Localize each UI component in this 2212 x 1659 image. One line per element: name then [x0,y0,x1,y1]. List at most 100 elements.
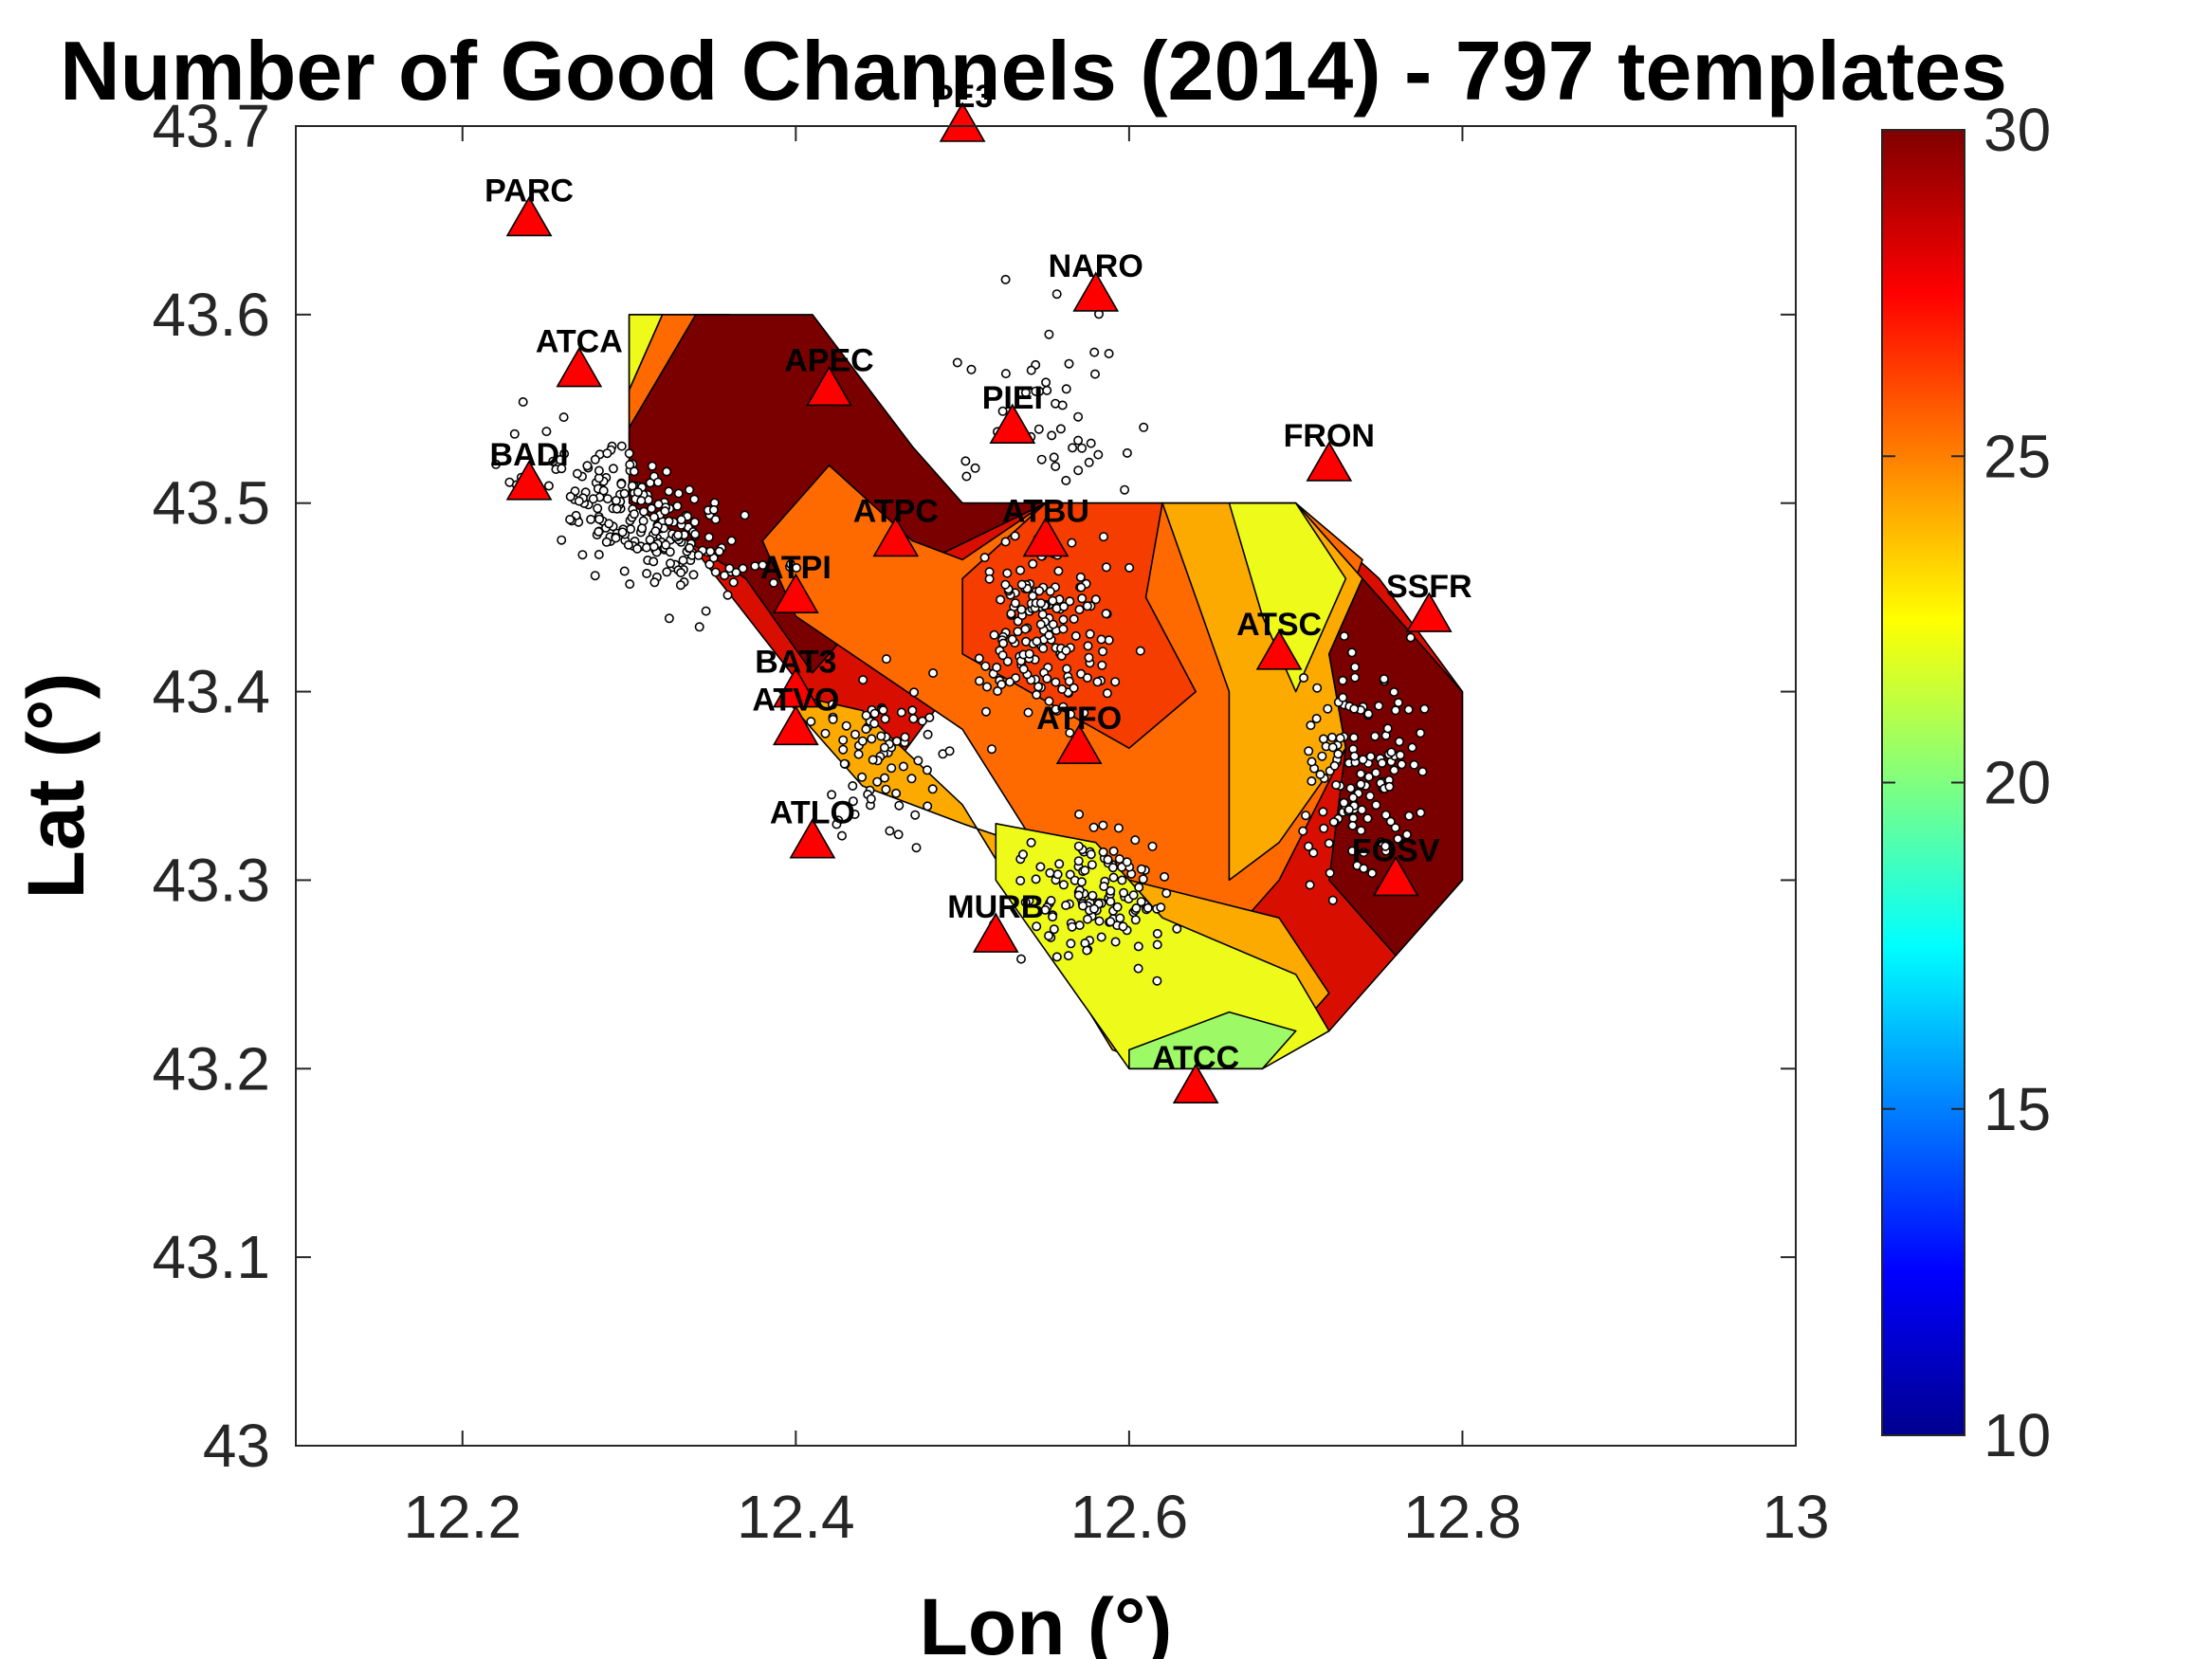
event-marker [1417,766,1428,776]
station-label-atvo: ATVO [752,682,839,718]
event-marker [636,496,647,506]
station-marker-fosv [1372,855,1419,897]
station-marker-atfo [1055,723,1103,765]
event-marker [1038,643,1049,653]
station-marker-parc [505,195,553,237]
event-marker [979,553,990,563]
event-marker [1063,951,1073,961]
event-marker [1104,635,1114,646]
event-marker [637,523,648,534]
event-marker [1416,728,1426,738]
event-marker [1329,760,1340,771]
event-marker [1010,531,1020,541]
event-marker [838,735,849,745]
event-marker [1362,813,1373,824]
event-marker [1108,872,1119,883]
event-marker [653,477,664,487]
event-marker [896,707,906,718]
event-marker [1018,849,1029,860]
event-marker [548,456,558,466]
event-marker [1026,365,1036,375]
event-marker [1335,733,1345,743]
event-marker [1076,582,1087,592]
event-marker [827,700,837,710]
event-marker [574,496,584,506]
event-marker [1363,708,1374,719]
event-marker [678,556,688,566]
event-marker [1031,386,1041,396]
event-marker [1172,923,1182,934]
event-marker [1061,900,1071,910]
event-marker [608,464,618,474]
event-marker [1007,634,1017,645]
event-marker [1013,627,1023,637]
event-marker [891,736,902,746]
event-marker [1147,841,1158,851]
event-marker [1120,484,1130,495]
event-marker [1160,871,1170,882]
event-marker [590,571,600,581]
event-marker [1010,598,1020,609]
event-marker [923,801,933,811]
station-marker-apec [806,365,852,407]
event-marker [1015,875,1026,885]
event-marker [848,796,858,807]
event-marker [1074,604,1085,614]
event-marker [907,705,918,716]
event-marker [1061,475,1071,485]
event-marker [673,488,684,499]
event-marker [1404,811,1415,821]
event-marker [1102,688,1112,699]
event-marker [1356,826,1366,836]
event-marker [1087,860,1097,870]
event-marker [1057,684,1068,694]
station-marker-atsc [1255,629,1303,670]
event-marker [1053,566,1064,576]
event-marker [1119,887,1129,898]
event-marker [1082,672,1092,683]
event-marker [1090,594,1101,605]
event-marker [885,826,895,836]
event-marker [1074,809,1085,819]
event-marker [676,568,686,578]
event-marker [664,516,674,526]
event-marker [1092,677,1103,687]
event-marker [660,506,670,517]
event-marker [992,662,1002,672]
event-marker [1069,683,1079,693]
event-marker [1061,646,1071,656]
event-marker [1066,939,1076,949]
event-marker [1130,835,1141,846]
y-tick-label: 43.1 [152,1223,270,1291]
event-marker [1349,751,1360,761]
event-marker [664,613,674,624]
event-marker [557,464,567,474]
event-marker [1108,846,1119,856]
event-marker [1024,648,1034,659]
event-marker [649,577,660,588]
y-tick-label: 43.2 [152,1034,270,1103]
event-marker [966,364,977,374]
event-marker [1000,537,1011,547]
event-markers [491,274,1430,986]
event-marker [724,563,735,574]
event-marker [1016,579,1027,590]
event-marker [1327,895,1338,905]
event-marker [1377,757,1387,768]
event-marker [820,728,831,738]
event-marker [997,650,1008,661]
event-marker [960,456,971,466]
event-marker [1317,751,1327,761]
station-marker-piei [989,403,1036,444]
event-marker [828,714,838,724]
event-marker [910,810,921,820]
event-marker [710,567,721,577]
event-marker [649,512,659,522]
event-marker [1032,636,1042,647]
station-label-badi: BADI [490,437,569,473]
event-marker [857,772,868,782]
event-marker [1044,696,1054,706]
event-marker [1324,838,1334,848]
event-marker [1344,805,1354,815]
event-marker [975,676,985,686]
